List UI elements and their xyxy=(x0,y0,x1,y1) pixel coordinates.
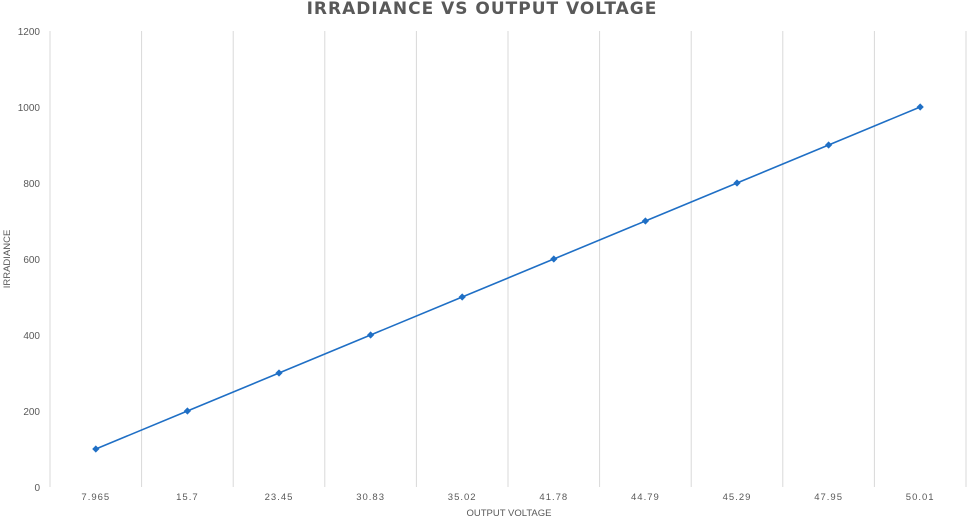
data-point-marker xyxy=(641,217,649,225)
x-tick-label: 7.965 xyxy=(81,492,110,503)
data-point-marker xyxy=(92,445,100,453)
y-tick-label: 200 xyxy=(23,407,40,418)
y-tick-label: 1000 xyxy=(18,103,41,114)
x-tick-label: 35.02 xyxy=(448,492,477,503)
series-line xyxy=(95,106,921,450)
x-tick-label: 15.7 xyxy=(176,492,199,503)
data-point-marker xyxy=(733,179,741,187)
x-tick-label: 45.29 xyxy=(723,492,752,503)
x-tick-label: 50.01 xyxy=(906,492,935,503)
data-point-marker xyxy=(916,103,924,111)
data-point-marker xyxy=(550,255,558,263)
y-tick-label: 1200 xyxy=(18,27,41,38)
data-point-marker xyxy=(183,407,191,415)
x-tick-label: 44.79 xyxy=(631,492,660,503)
y-tick-label: 0 xyxy=(34,483,40,494)
data-point-marker xyxy=(275,369,283,377)
y-tick-label: 400 xyxy=(23,331,40,342)
x-tick-label: 47.95 xyxy=(814,492,843,503)
data-point-marker xyxy=(825,141,833,149)
x-tick-label: 30.83 xyxy=(356,492,385,503)
gridlines xyxy=(49,31,967,487)
y-axis-ticks: 0 200 400 600 800 1000 1200 xyxy=(18,27,41,494)
x-tick-label: 23.45 xyxy=(265,492,294,503)
y-tick-label: 600 xyxy=(23,255,40,266)
x-axis-ticks: 7.965 15.7 23.45 30.83 35.02 41.78 44.79 45.29 4… xyxy=(81,492,935,503)
data-point-marker xyxy=(458,293,466,301)
chart-title: IRRADIANCE VS OUTPUT VOLTAGE xyxy=(307,0,658,19)
data-point-marker xyxy=(367,331,375,339)
x-axis-label: OUTPUT VOLTAGE xyxy=(467,508,552,518)
y-tick-label: 800 xyxy=(23,179,40,190)
x-tick-label: 41.78 xyxy=(539,492,568,503)
series-group xyxy=(92,103,924,453)
y-axis-label: IRRADIANCE xyxy=(2,230,13,289)
